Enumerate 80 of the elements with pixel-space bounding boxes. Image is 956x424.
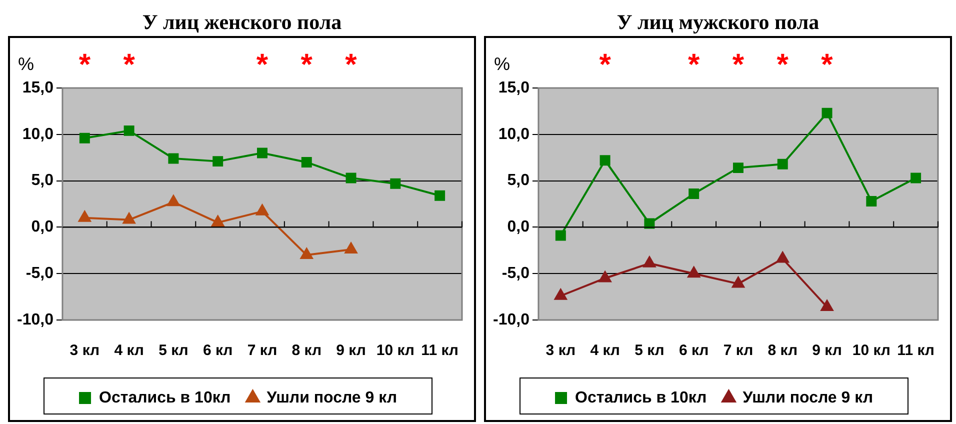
x-tick-label: 6 кл [202,342,233,360]
point [212,156,224,167]
point [390,178,401,189]
x-tick-label: 9 кл [812,342,842,360]
point [866,196,877,206]
x-tick-label: 11 кл [897,342,934,360]
y-tick-label: -5,0 [26,265,54,282]
text: * [345,48,358,82]
y-tick-label: 10,0 [22,126,54,143]
point [212,216,224,227]
legend-label: Остались в 10кл [575,389,707,406]
x-tick-label: 5 кл [158,342,188,360]
text: * [821,48,834,82]
point [554,288,567,300]
point [688,188,700,200]
x-tick-label: 7 кл [723,342,754,360]
text: * [776,48,789,82]
point [777,158,788,170]
point [300,248,313,260]
y-tick-label: 10,0 [498,126,530,143]
text: * [688,48,700,82]
point [167,195,180,206]
y-axis-title: % [18,54,34,74]
x-tick-label: 10 кл [852,342,890,360]
text: * [599,48,612,82]
point [688,266,700,278]
point [643,256,656,268]
point [434,190,446,201]
y-tick-label: 5,0 [31,172,54,190]
text: * [300,48,313,82]
text: * [732,48,744,82]
point [732,276,744,288]
y-axis-title: % [494,54,510,74]
x-tick-label: 9 кл [336,342,366,360]
x-tick-label: 7 кл [247,342,278,360]
point [122,212,136,224]
point [776,252,789,263]
chart-title: У лиц мужского пола [616,9,820,36]
point [124,125,134,136]
point [79,132,90,144]
x-tick-label: 8 кл [292,342,322,360]
y-tick-label: -10,0 [17,311,54,328]
point [346,172,356,184]
x-tick-label: 4 кл [114,342,144,360]
point [910,172,922,184]
point [600,155,610,166]
point [732,162,744,174]
y-tick-label: 15,0 [22,79,54,96]
point [598,271,612,282]
x-tick-label: 11 кл [421,342,458,360]
point [168,153,179,164]
point [78,210,91,222]
x-tick-label: 5 кл [634,342,664,360]
point [822,108,832,118]
chart-title: У лиц женского пола [141,9,343,36]
text: * [78,48,91,82]
point [256,148,268,158]
legend-label: Ушли после 9 кл [266,389,397,406]
y-tick-label: 5,0 [507,172,530,190]
legend-label: Ушли после 9 кл [742,389,873,406]
x-tick-label: 3 кл [70,342,100,360]
point [555,230,566,241]
text: * [123,48,136,82]
y-tick-label: 15,0 [498,79,530,96]
point [301,157,312,168]
x-tick-label: 3 кл [546,342,576,360]
point [256,204,268,216]
x-tick-label: 10 кл [376,342,414,360]
point [344,242,358,254]
point [820,300,834,312]
text: * [256,48,268,82]
x-tick-label: 6 кл [678,342,709,360]
legend-label: Остались в 10кл [99,389,231,406]
x-tick-label: 8 кл [768,342,798,360]
point [644,218,655,229]
y-tick-label: -10,0 [493,311,530,328]
y-tick-label: 0,0 [507,218,530,236]
y-tick-label: 0,0 [31,218,54,236]
x-tick-label: 4 кл [590,342,620,360]
y-tick-label: -5,0 [502,265,530,282]
